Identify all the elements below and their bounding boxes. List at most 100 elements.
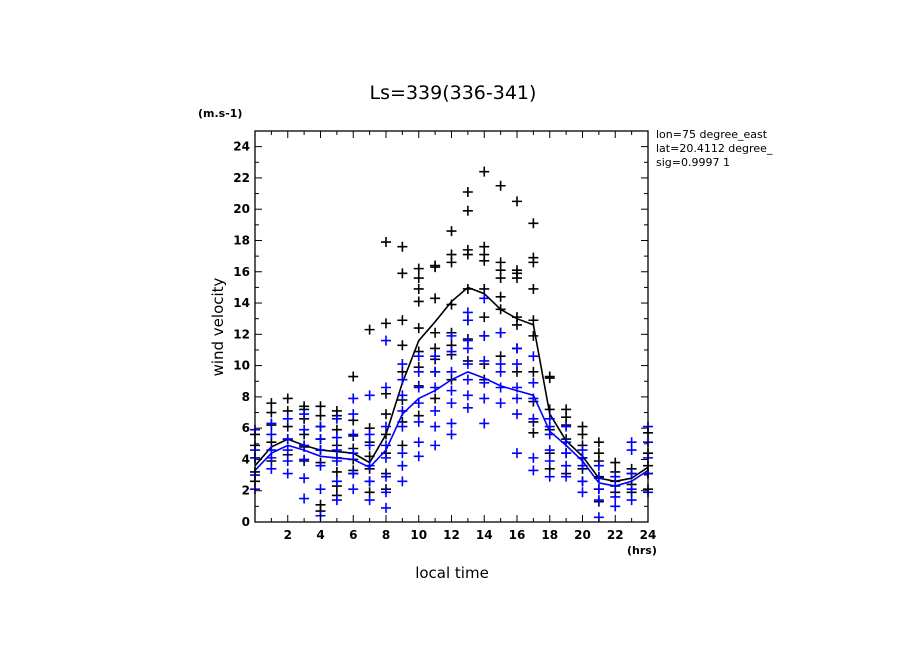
series-1-point (446, 346, 457, 357)
series-1-point (593, 484, 604, 495)
series-1-point (299, 473, 310, 484)
series-1-point (397, 448, 408, 459)
series-1-point (610, 471, 621, 482)
x-tick-label: 22 (607, 528, 624, 542)
series-1-point (479, 330, 490, 341)
series-1-point (397, 359, 408, 370)
series-1-point (626, 468, 637, 479)
series-1-point (593, 495, 604, 506)
series-1-point (282, 413, 293, 424)
series-0-point (315, 401, 326, 412)
series-1-point (512, 448, 522, 459)
y-tick-label: 24 (233, 140, 250, 154)
series-1-point (299, 409, 310, 420)
x-tick-label: 24 (640, 528, 657, 542)
series-1-point (528, 413, 539, 424)
series-1-point (348, 429, 359, 440)
series-1-point (331, 476, 342, 487)
series-1-point (430, 351, 441, 362)
x-tick-label: 10 (410, 528, 427, 542)
series-1-point (577, 487, 588, 498)
series-1-point (397, 374, 408, 385)
series-1-point (446, 398, 457, 409)
y-tick-label: 14 (233, 296, 250, 310)
lon-annotation: lon=75 degree_east (656, 128, 768, 141)
series-0-point (544, 371, 555, 382)
series-0-point (413, 283, 424, 294)
series-1-point (282, 468, 293, 479)
plot-marks (250, 166, 653, 523)
series-1-mean-line (254, 371, 649, 487)
series-1-point (626, 437, 637, 448)
y-tick-label: 22 (233, 171, 250, 185)
series-0-point (381, 237, 391, 248)
series-1-point (397, 421, 408, 432)
series-1-point (495, 398, 506, 409)
series-1-point (331, 495, 342, 506)
y-tick-label: 0 (242, 515, 250, 529)
series-1-point (626, 484, 637, 495)
series-1-point (266, 418, 277, 429)
series-0-point (528, 315, 539, 326)
series-1-point (397, 460, 408, 471)
series-1-point (348, 468, 359, 479)
y-tick-label: 4 (242, 452, 250, 466)
series-1-point (331, 413, 342, 424)
series-1-point (299, 454, 310, 465)
series-1-point (610, 491, 621, 502)
x-tick-label: 16 (509, 528, 526, 542)
series-0-point (495, 180, 506, 191)
series-0-point (413, 273, 424, 284)
series-1-point (413, 398, 424, 409)
series-0-point (397, 340, 408, 351)
series-1-point (462, 402, 473, 413)
series-0-point (479, 241, 490, 252)
series-0-point (610, 457, 621, 468)
series-1-point (413, 366, 424, 377)
series-1-point (331, 445, 342, 456)
series-1-point (282, 456, 293, 467)
series-0-point (266, 407, 277, 418)
series-1-point (610, 501, 621, 512)
series-1-point (413, 451, 424, 462)
series-1-point (544, 471, 555, 482)
series-0-point (528, 330, 539, 341)
series-0-point (430, 260, 441, 271)
series-0-point (479, 166, 490, 177)
series-0-point (479, 312, 490, 323)
series-0-point (397, 241, 408, 252)
series-1-point (397, 476, 408, 487)
series-1-point (364, 390, 375, 401)
series-1-point (544, 413, 555, 424)
series-1-point (512, 409, 522, 420)
x-axis-title: local time (415, 564, 489, 582)
x-tick-label: 12 (443, 528, 460, 542)
series-1-point (446, 418, 457, 429)
series-0-point (593, 437, 604, 448)
series-1-point (364, 476, 375, 487)
x-tick-label: 18 (541, 528, 558, 542)
series-1-point (348, 409, 359, 420)
series-1-point (462, 359, 473, 370)
series-1-point (512, 359, 522, 370)
chart-title: Ls=339(336-341) (370, 82, 537, 104)
plot-frame (254, 130, 649, 523)
series-1-point (561, 471, 572, 482)
series-1-point (266, 463, 277, 474)
series-1-point (561, 460, 572, 471)
series-1-point (479, 377, 490, 388)
series-1-point (512, 343, 522, 354)
series-1-point (348, 393, 359, 404)
series-0-point (446, 249, 457, 260)
series-1-point (528, 465, 539, 476)
series-1-point (413, 382, 424, 393)
series-0-point (381, 409, 391, 420)
series-0-point (413, 323, 424, 334)
y-tick-label: 12 (233, 327, 250, 341)
series-1-point (528, 377, 539, 388)
series-0-point (430, 393, 441, 404)
series-0-point (446, 226, 457, 237)
x-tick-label: 4 (316, 528, 324, 542)
series-1-point (299, 424, 310, 435)
